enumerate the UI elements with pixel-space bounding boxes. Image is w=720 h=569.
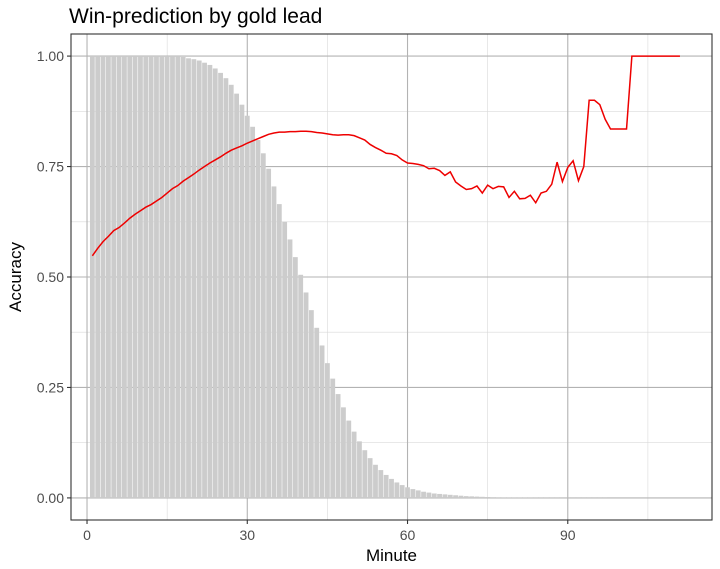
bar — [260, 153, 266, 498]
bar — [495, 497, 501, 498]
bar — [122, 56, 127, 498]
bar — [207, 64, 213, 498]
bar — [463, 496, 469, 498]
bar — [442, 494, 448, 498]
bar — [415, 490, 421, 498]
bar — [389, 478, 394, 498]
bar — [357, 441, 362, 498]
bar — [367, 458, 373, 498]
bar — [314, 327, 320, 498]
bar — [170, 56, 175, 498]
bar — [351, 431, 357, 498]
bar — [431, 493, 437, 498]
bar — [421, 491, 426, 498]
bar — [405, 487, 410, 498]
bar — [186, 58, 191, 498]
bar — [282, 221, 288, 498]
y-axis-title: Accuracy — [6, 242, 25, 312]
bar — [437, 493, 442, 498]
chart-title: Win-prediction by gold lead — [69, 5, 322, 28]
y-tick-label: 1.00 — [37, 48, 64, 64]
bar — [319, 345, 325, 498]
bar — [479, 496, 485, 498]
bar — [132, 56, 138, 498]
bar — [490, 497, 496, 498]
bar — [234, 93, 239, 498]
bar — [378, 470, 384, 498]
bar — [346, 420, 352, 498]
bar — [212, 68, 218, 498]
bar — [308, 310, 314, 498]
bar — [196, 60, 202, 498]
bar — [255, 140, 261, 498]
bar — [474, 496, 480, 498]
bar — [341, 407, 346, 498]
bar — [330, 378, 336, 498]
bar — [111, 56, 117, 498]
bar-series — [89, 56, 683, 498]
bar — [244, 115, 250, 498]
bar — [394, 482, 400, 498]
bar — [95, 56, 101, 498]
x-axis-title: Minute — [366, 546, 417, 565]
bar — [148, 56, 154, 498]
bar — [250, 126, 256, 498]
bar — [100, 56, 106, 498]
bar — [239, 104, 245, 498]
bar — [191, 59, 197, 498]
y-tick-label: 0.00 — [37, 490, 64, 506]
bar — [410, 489, 416, 498]
y-axis-ticks: 0.00 0.25 0.50 0.75 1.00 — [37, 48, 71, 506]
bar — [164, 56, 170, 498]
bar — [447, 494, 453, 498]
bar — [303, 292, 309, 498]
bar — [223, 78, 229, 498]
bar — [228, 84, 234, 498]
x-tick-label: 30 — [239, 527, 255, 543]
bar — [458, 495, 464, 498]
bar — [287, 239, 293, 498]
x-tick-label: 0 — [83, 527, 91, 543]
y-tick-label: 0.25 — [37, 379, 64, 395]
bar — [143, 56, 149, 498]
y-tick-label: 0.50 — [37, 269, 64, 285]
y-tick-label: 0.75 — [37, 159, 64, 175]
bar — [202, 62, 207, 498]
bar — [175, 56, 181, 498]
bar — [116, 56, 122, 498]
bar — [383, 474, 389, 498]
accuracy-line — [91, 55, 680, 257]
bar — [105, 56, 111, 498]
bar — [218, 72, 223, 498]
bar — [469, 496, 475, 498]
bar — [276, 204, 282, 498]
bar — [426, 492, 432, 498]
bar — [292, 257, 298, 498]
bar — [266, 168, 272, 498]
bar — [298, 274, 304, 498]
bar — [127, 56, 133, 498]
bar — [89, 56, 95, 498]
bar — [399, 485, 405, 498]
x-axis-ticks: 0 30 60 90 — [83, 520, 576, 543]
bar — [138, 56, 143, 498]
bar — [159, 56, 165, 498]
bar — [453, 495, 459, 498]
x-tick-label: 60 — [400, 527, 416, 543]
bar — [485, 497, 491, 498]
bar — [335, 394, 341, 498]
bar — [324, 363, 330, 498]
x-tick-label: 90 — [560, 527, 576, 543]
bar — [373, 464, 378, 498]
bar — [154, 56, 159, 498]
bar — [271, 186, 277, 498]
bar — [180, 56, 186, 498]
bar — [362, 450, 368, 498]
